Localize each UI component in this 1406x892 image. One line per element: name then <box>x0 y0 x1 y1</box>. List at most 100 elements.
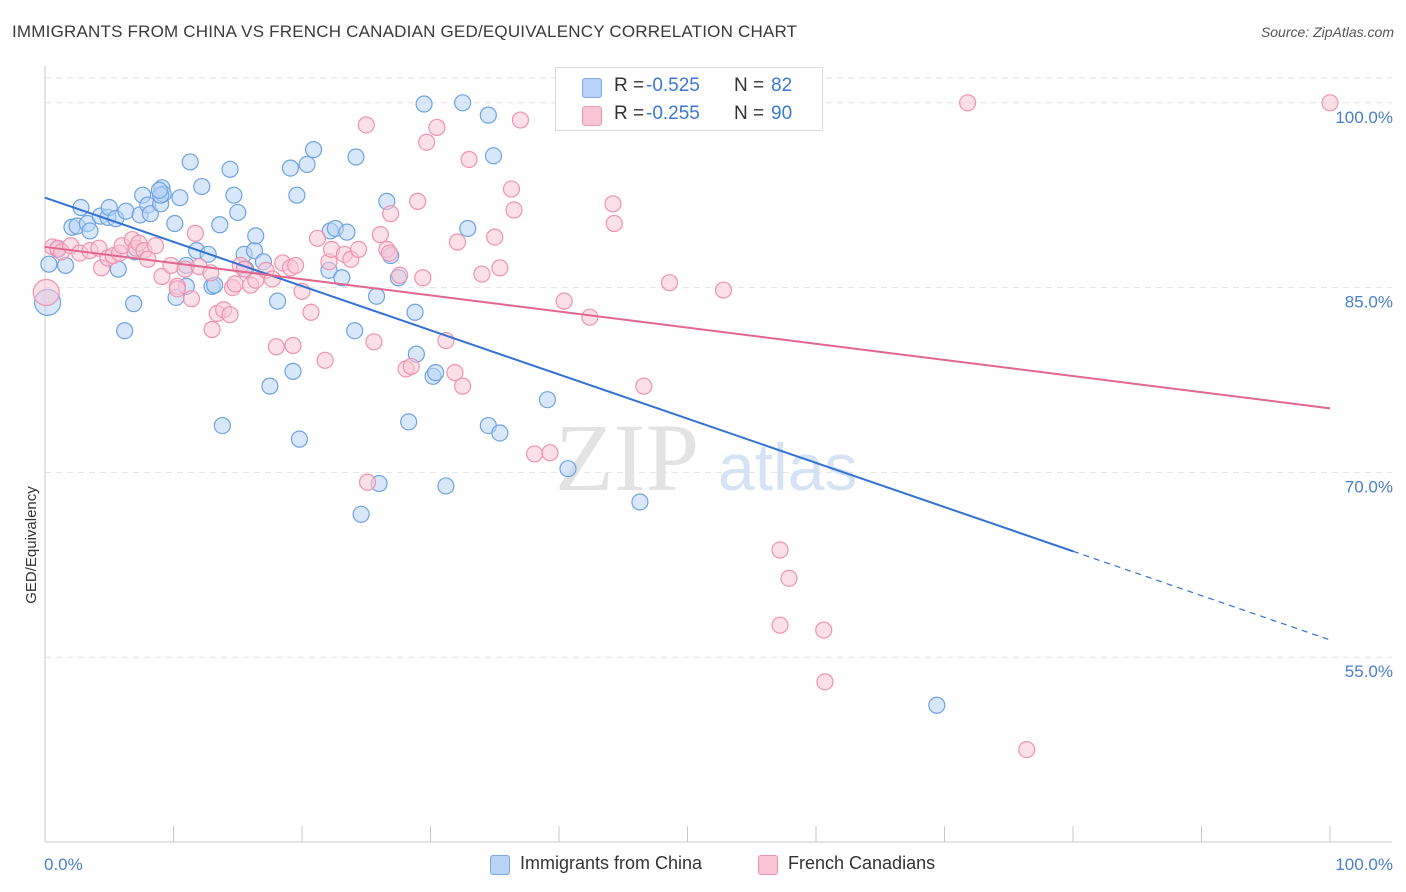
series-china-points <box>33 94 946 714</box>
chart-title: IMMIGRANTS FROM CHINA VS FRENCH CANADIAN… <box>12 22 798 41</box>
french-canadian-point <box>153 267 171 286</box>
china-point <box>338 223 356 241</box>
french-canadian-point <box>391 266 409 284</box>
french-canadian-point <box>816 673 834 691</box>
french-canadian-point <box>186 224 204 242</box>
china-point <box>125 295 143 313</box>
french-canadian-point <box>418 133 436 151</box>
french-canadian-point <box>409 192 427 210</box>
china-point <box>281 159 300 177</box>
legend-n-label: N = <box>734 103 765 124</box>
china-point <box>491 424 509 442</box>
correlation-legend: R = -0.525 N = 82 R = -0.255 N = 90 <box>555 67 823 131</box>
french-canadian-point <box>286 256 305 275</box>
y-tick-label: 55.0% <box>1345 662 1393 681</box>
french-canadian-point <box>308 229 327 247</box>
x-tick-label-min: 0.0% <box>44 855 83 874</box>
china-point <box>247 227 265 245</box>
french-canadian-point <box>959 94 977 112</box>
china-point <box>290 430 309 448</box>
french-canadian-point <box>448 233 467 251</box>
legend-r-label: R = <box>614 75 645 96</box>
french-canadian-point <box>203 320 221 339</box>
china-point <box>221 160 239 178</box>
watermark-zip: ZIP <box>555 404 699 511</box>
french-canadian-point <box>555 292 573 310</box>
china-point <box>415 95 433 113</box>
legend-swatch-china <box>490 855 510 875</box>
french-canadian-point <box>365 333 383 351</box>
legend-swatch-china <box>582 78 602 98</box>
french-canadian-point <box>1321 94 1339 112</box>
china-point <box>346 322 364 340</box>
china-point <box>928 696 946 714</box>
legend-n-value: 90 <box>771 103 793 124</box>
legend-r-value: -0.255 <box>646 103 700 124</box>
china-trend-line <box>44 196 1074 553</box>
french-canadian-point <box>714 281 733 299</box>
french-canadian-point <box>771 616 789 634</box>
china-point <box>454 94 472 112</box>
french-canadian-point <box>1018 740 1036 759</box>
china-point <box>333 269 351 287</box>
french-canadian-point <box>402 357 420 376</box>
french-canadian-point <box>505 201 523 219</box>
gridlines <box>45 77 1392 658</box>
china-point <box>225 186 243 204</box>
french-canadian-trend-line <box>44 245 1331 410</box>
legend-n-value: 82 <box>771 75 793 96</box>
china-point <box>304 141 323 159</box>
french-canadian-point <box>358 473 377 491</box>
china-point <box>261 377 279 395</box>
french-canadian-point <box>780 569 798 587</box>
watermark-atlas: atlas <box>718 430 857 504</box>
legend-swatch-french-canadians <box>582 106 602 126</box>
china-point <box>284 362 302 380</box>
legend-label-french-canadians: French Canadians <box>788 853 936 873</box>
china-trend-extension <box>1072 550 1331 641</box>
french-canadian-point <box>486 228 504 246</box>
china-point <box>437 477 455 495</box>
french-canadian-point <box>581 308 599 326</box>
legend-r-value: -0.525 <box>646 75 700 96</box>
french-canadian-point <box>604 195 622 213</box>
china-point <box>479 106 497 124</box>
french-canadian-point <box>460 150 478 169</box>
french-canadian-point <box>525 445 544 463</box>
french-canadian-point <box>502 180 521 198</box>
french-canadian-point <box>660 274 679 292</box>
french-canadian-point <box>771 541 789 559</box>
china-point <box>116 322 134 340</box>
french-canadian-point <box>182 290 201 308</box>
china-point <box>81 222 99 240</box>
legend-n-label: N = <box>734 75 765 96</box>
french-canadian-point <box>428 118 446 137</box>
watermark: ZIP atlas <box>555 404 857 511</box>
legend-row-french-canadians: R = -0.255 N = 90 <box>556 100 822 128</box>
china-point <box>298 155 316 173</box>
french-canadian-point <box>162 256 180 275</box>
legend-r-label: R = <box>614 103 645 124</box>
french-canadian-point <box>541 444 559 462</box>
china-point <box>367 287 386 305</box>
french-canadian-point <box>380 244 398 262</box>
china-point <box>400 413 418 431</box>
china-point <box>117 202 135 220</box>
french-canadian-point <box>454 377 472 395</box>
x-tick-label-max: 100.0% <box>1335 855 1393 874</box>
french-canadian-point <box>815 621 833 639</box>
french-canadian-point <box>267 338 285 356</box>
french-canadian-point <box>357 116 375 134</box>
china-point <box>347 148 365 166</box>
china-point <box>40 255 58 273</box>
french-canadian-point <box>511 111 530 129</box>
china-point <box>268 292 287 310</box>
china-point <box>150 181 168 199</box>
french-canadian-point <box>446 364 464 382</box>
tick-labels: 55.0% 70.0% 85.0% 100.0% 0.0% 100.0% <box>44 108 1393 874</box>
china-point <box>352 505 370 523</box>
y-tick-label: 100.0% <box>1335 108 1393 127</box>
china-point <box>229 203 247 222</box>
french-canadian-point <box>605 214 623 233</box>
series-legend: Immigrants from China French Canadians <box>0 853 1406 877</box>
